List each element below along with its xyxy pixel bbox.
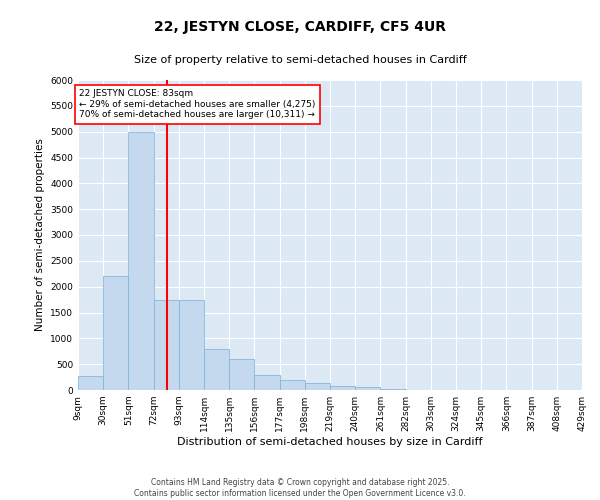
Bar [103, 276, 128, 390]
Bar [229, 359, 254, 390]
Bar [179, 300, 204, 390]
Text: Contains HM Land Registry data © Crown copyright and database right 2025.
Contai: Contains HM Land Registry data © Crown c… [134, 478, 466, 498]
X-axis label: Distribution of semi-detached houses by size in Cardiff: Distribution of semi-detached houses by … [177, 437, 483, 447]
Bar [355, 388, 380, 390]
Bar [305, 384, 330, 390]
Bar [280, 380, 305, 390]
Bar [78, 376, 103, 390]
Bar [380, 389, 406, 390]
Y-axis label: Number of semi-detached properties: Number of semi-detached properties [35, 138, 44, 332]
Bar [128, 132, 154, 390]
Bar [204, 348, 229, 390]
Text: 22, JESTYN CLOSE, CARDIFF, CF5 4UR: 22, JESTYN CLOSE, CARDIFF, CF5 4UR [154, 20, 446, 34]
Bar [254, 374, 280, 390]
Bar [330, 386, 355, 390]
Bar [154, 300, 179, 390]
Text: Size of property relative to semi-detached houses in Cardiff: Size of property relative to semi-detach… [134, 55, 466, 65]
Text: 22 JESTYN CLOSE: 83sqm
← 29% of semi-detached houses are smaller (4,275)
70% of : 22 JESTYN CLOSE: 83sqm ← 29% of semi-det… [79, 90, 316, 119]
